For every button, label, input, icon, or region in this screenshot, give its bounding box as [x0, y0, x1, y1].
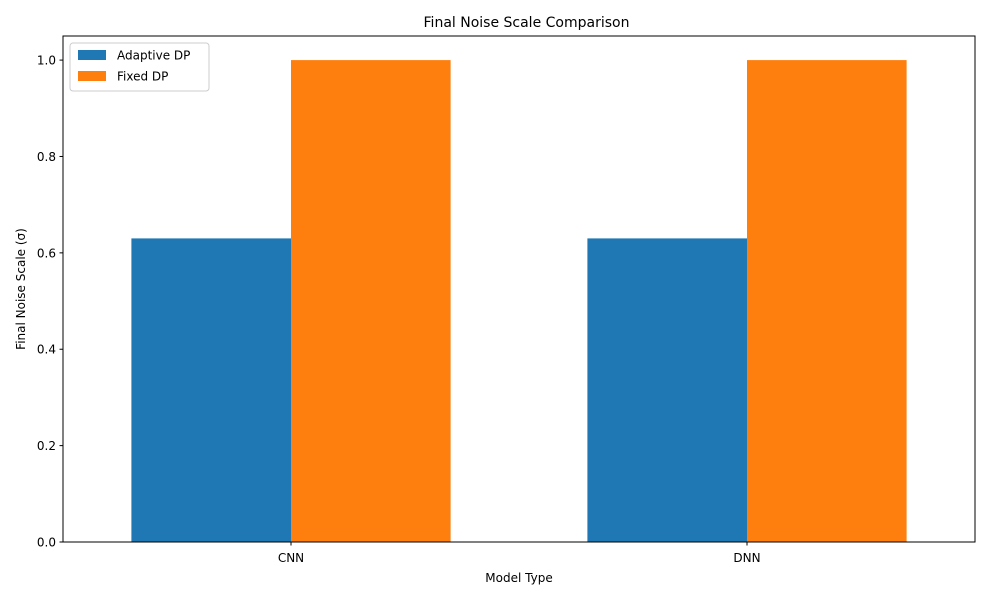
legend-swatch-fixed-dp: [78, 71, 106, 81]
x-axis-label: Model Type: [485, 571, 552, 585]
y-tick-label: 0.4: [37, 343, 56, 357]
y-tick-label: 0.2: [37, 439, 56, 453]
bar-adaptive-dp-cnn: [131, 238, 291, 542]
y-tick-label: 0.0: [37, 536, 56, 550]
bar-fixed-dp-cnn: [291, 60, 451, 542]
bar-fixed-dp-dnn: [747, 60, 907, 542]
legend-label-adaptive-dp: Adaptive DP: [117, 49, 190, 63]
x-tick-label-cnn: CNN: [278, 551, 304, 565]
x-axis: CNN DNN: [278, 542, 761, 565]
y-axis-label: Final Noise Scale (σ): [14, 228, 28, 350]
legend-label-fixed-dp: Fixed DP: [117, 70, 168, 84]
bar-adaptive-dp-dnn: [587, 238, 747, 542]
legend-swatch-adaptive-dp: [78, 50, 106, 60]
y-tick-label: 0.8: [37, 150, 56, 164]
x-tick-label-dnn: DNN: [733, 551, 760, 565]
plot-area-frame: [62, 35, 976, 543]
legend: Adaptive DP Fixed DP: [69, 42, 210, 92]
bars-layer: [131, 60, 907, 542]
y-axis: 0.0 0.2 0.4 0.6 0.8 1.0: [37, 54, 63, 550]
y-tick-label: 1.0: [37, 54, 56, 68]
y-tick-label: 0.6: [37, 246, 56, 260]
chart-title: Final Noise Scale Comparison: [424, 15, 630, 31]
